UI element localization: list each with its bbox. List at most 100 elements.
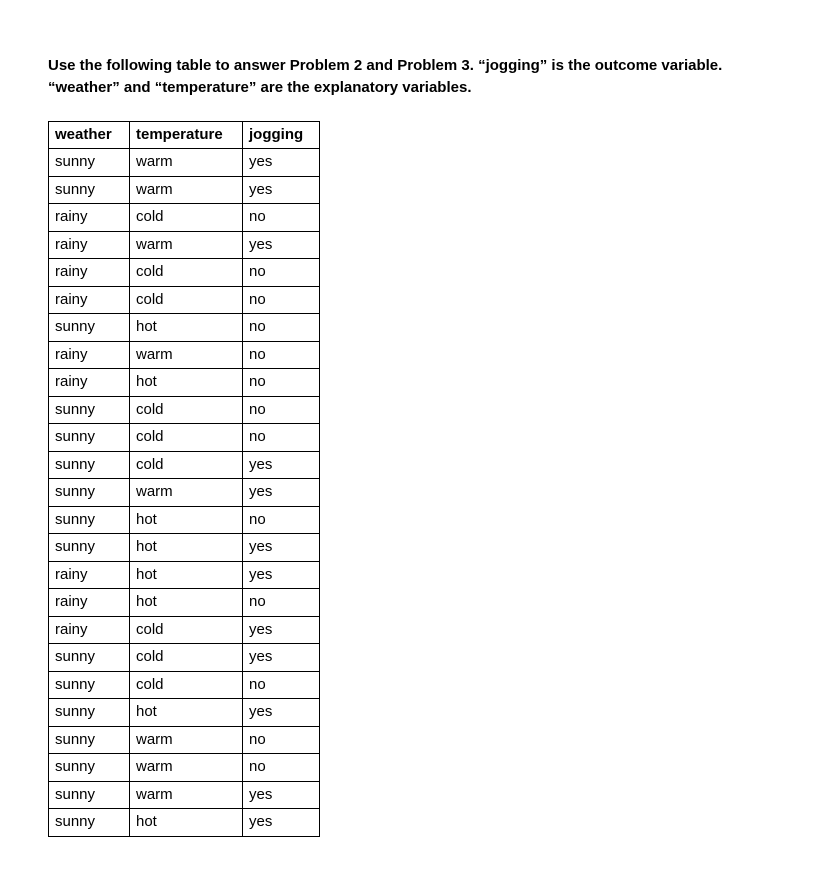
table-cell: no — [243, 369, 320, 397]
table-cell: hot — [130, 534, 243, 562]
table-cell: rainy — [49, 231, 130, 259]
table-row: rainyhotyes — [49, 561, 320, 589]
table-cell: no — [243, 589, 320, 617]
table-cell: rainy — [49, 561, 130, 589]
table-cell: sunny — [49, 479, 130, 507]
table-row: sunnycoldno — [49, 424, 320, 452]
table-cell: yes — [243, 176, 320, 204]
table-row: rainywarmyes — [49, 231, 320, 259]
table-cell: rainy — [49, 369, 130, 397]
table-row: sunnywarmyes — [49, 176, 320, 204]
table-cell: cold — [130, 396, 243, 424]
table-body: sunnywarmyessunnywarmyesrainycoldnorainy… — [49, 149, 320, 837]
table-cell: rainy — [49, 286, 130, 314]
table-row: sunnywarmno — [49, 726, 320, 754]
table-row: rainyhotno — [49, 369, 320, 397]
table-cell: yes — [243, 479, 320, 507]
table-cell: warm — [130, 726, 243, 754]
table-row: sunnycoldno — [49, 671, 320, 699]
table-cell: warm — [130, 231, 243, 259]
col-header-jogging: jogging — [243, 121, 320, 149]
table-cell: hot — [130, 369, 243, 397]
table-cell: yes — [243, 534, 320, 562]
table-cell: no — [243, 204, 320, 232]
table-cell: rainy — [49, 616, 130, 644]
table-row: sunnywarmno — [49, 754, 320, 782]
table-row: sunnyhotyes — [49, 809, 320, 837]
table-cell: yes — [243, 809, 320, 837]
table-row: sunnycoldyes — [49, 451, 320, 479]
table-cell: hot — [130, 561, 243, 589]
table-header-row: weather temperature jogging — [49, 121, 320, 149]
table-cell: warm — [130, 479, 243, 507]
table-cell: no — [243, 259, 320, 287]
table-cell: warm — [130, 176, 243, 204]
table-cell: sunny — [49, 809, 130, 837]
table-cell: no — [243, 286, 320, 314]
table-cell: yes — [243, 561, 320, 589]
table-cell: hot — [130, 506, 243, 534]
col-header-temperature: temperature — [130, 121, 243, 149]
table-cell: sunny — [49, 781, 130, 809]
table-cell: cold — [130, 451, 243, 479]
table-cell: no — [243, 754, 320, 782]
table-cell: cold — [130, 424, 243, 452]
table-row: sunnywarmyes — [49, 149, 320, 177]
table-row: sunnyhotyes — [49, 699, 320, 727]
table-cell: cold — [130, 671, 243, 699]
table-cell: yes — [243, 781, 320, 809]
table-cell: hot — [130, 699, 243, 727]
data-table: weather temperature jogging sunnywarmyes… — [48, 121, 320, 837]
table-row: rainycoldyes — [49, 616, 320, 644]
table-row: sunnyhotno — [49, 314, 320, 342]
table-row: sunnycoldyes — [49, 644, 320, 672]
instruction-text: Use the following table to answer Proble… — [48, 55, 768, 99]
table-cell: sunny — [49, 314, 130, 342]
table-row: rainywarmno — [49, 341, 320, 369]
table-row: sunnycoldno — [49, 396, 320, 424]
table-cell: sunny — [49, 726, 130, 754]
table-cell: hot — [130, 809, 243, 837]
table-cell: yes — [243, 616, 320, 644]
table-row: rainycoldno — [49, 286, 320, 314]
table-cell: sunny — [49, 754, 130, 782]
col-header-weather: weather — [49, 121, 130, 149]
table-cell: yes — [243, 451, 320, 479]
table-cell: no — [243, 506, 320, 534]
table-cell: yes — [243, 699, 320, 727]
table-cell: cold — [130, 616, 243, 644]
table-cell: sunny — [49, 176, 130, 204]
table-row: rainycoldno — [49, 259, 320, 287]
table-cell: rainy — [49, 204, 130, 232]
table-cell: cold — [130, 286, 243, 314]
table-cell: sunny — [49, 534, 130, 562]
table-cell: sunny — [49, 699, 130, 727]
table-cell: cold — [130, 644, 243, 672]
table-row: sunnyhotno — [49, 506, 320, 534]
table-cell: sunny — [49, 451, 130, 479]
table-cell: sunny — [49, 644, 130, 672]
table-cell: cold — [130, 204, 243, 232]
table-cell: no — [243, 341, 320, 369]
table-cell: no — [243, 671, 320, 699]
table-cell: rainy — [49, 589, 130, 617]
table-cell: warm — [130, 754, 243, 782]
table-cell: sunny — [49, 671, 130, 699]
table-row: sunnyhotyes — [49, 534, 320, 562]
table-cell: hot — [130, 589, 243, 617]
table-cell: hot — [130, 314, 243, 342]
table-cell: sunny — [49, 396, 130, 424]
table-cell: rainy — [49, 259, 130, 287]
table-cell: yes — [243, 231, 320, 259]
table-row: sunnywarmyes — [49, 479, 320, 507]
table-cell: rainy — [49, 341, 130, 369]
table-row: rainyhotno — [49, 589, 320, 617]
table-cell: sunny — [49, 149, 130, 177]
table-cell: sunny — [49, 424, 130, 452]
table-cell: no — [243, 424, 320, 452]
table-row: rainycoldno — [49, 204, 320, 232]
table-cell: warm — [130, 341, 243, 369]
table-cell: yes — [243, 149, 320, 177]
table-cell: sunny — [49, 506, 130, 534]
table-cell: no — [243, 726, 320, 754]
